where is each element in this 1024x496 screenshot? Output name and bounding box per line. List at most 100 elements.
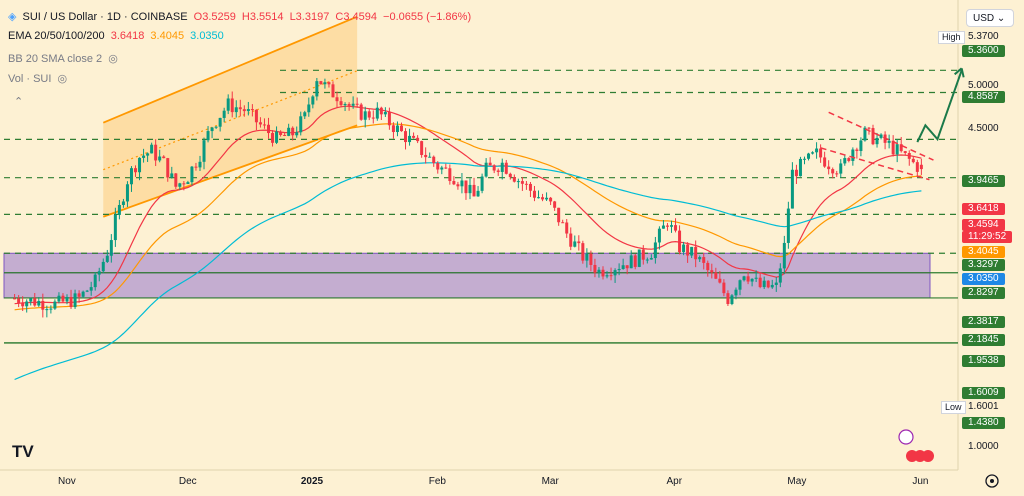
ohlc-high: H3.5514 <box>241 11 284 23</box>
candle-body <box>391 125 395 133</box>
candle-body <box>625 265 629 269</box>
bb-legend[interactable]: BB 20 SMA close 2 ◎ <box>8 52 121 65</box>
candle-body <box>170 173 174 178</box>
candle-body <box>202 140 206 162</box>
candle-body <box>77 293 81 297</box>
chevron-down-icon: ⌄ <box>996 13 1006 24</box>
candle-body <box>174 173 178 187</box>
candle-body <box>891 140 895 155</box>
candle-body <box>331 84 335 98</box>
candle-body <box>782 242 786 269</box>
candle-body <box>855 149 859 151</box>
svg-text:TV: TV <box>12 442 34 461</box>
candle-body <box>408 135 412 143</box>
candle-body <box>412 135 416 138</box>
currency-select[interactable]: USD ⌄ <box>966 9 1014 27</box>
candle-body <box>134 168 138 173</box>
candle-body <box>718 278 722 283</box>
candle-body <box>267 124 270 134</box>
candle-body <box>545 197 549 200</box>
ema-label: EMA 20/50/100/200 <box>8 30 105 42</box>
candle-body <box>178 183 182 187</box>
candle-body <box>121 201 125 205</box>
candle-body <box>258 122 262 125</box>
ema-lines <box>14 105 922 381</box>
candle-body <box>851 149 855 161</box>
candle-body <box>919 164 923 170</box>
projection-path <box>916 69 963 143</box>
candle-body <box>464 180 468 194</box>
ema50-value: 3.4045 <box>150 30 185 42</box>
level-4858-label: 4.8587 <box>962 91 1005 103</box>
candle-body <box>359 104 363 120</box>
candle-body <box>311 96 315 105</box>
candle-body <box>847 158 851 161</box>
ema50-price-label: 3.4045 <box>962 246 1005 258</box>
level-5360-label: 5.3600 <box>962 45 1005 57</box>
candle-body <box>516 181 520 183</box>
candle-body <box>569 233 573 247</box>
candle-body <box>37 300 41 306</box>
candle-body <box>907 152 911 159</box>
eye-hidden-icon-2[interactable]: ◎ <box>57 73 68 85</box>
candle-body <box>637 249 641 267</box>
candle-body <box>730 295 734 304</box>
flag-icon[interactable] <box>898 429 934 462</box>
candle-body <box>198 161 202 168</box>
candle-body <box>480 176 484 191</box>
low-tag: Low <box>941 401 966 414</box>
candle-body <box>238 107 242 110</box>
candle-body <box>770 284 774 288</box>
candle-body <box>794 169 798 177</box>
ema100-value: 3.0350 <box>190 30 224 42</box>
candle-body <box>452 181 456 185</box>
low-value-label: 1.6001 <box>968 401 999 412</box>
candle-body <box>653 242 657 259</box>
candle-body <box>726 293 730 304</box>
level-1954-label: 1.9538 <box>962 355 1005 367</box>
projection-arrowhead <box>954 67 965 78</box>
candle-body <box>69 297 73 308</box>
ohlc-open: O3.5259 <box>193 11 236 23</box>
candle-body <box>750 278 754 282</box>
candle-body <box>428 156 432 158</box>
candle-body <box>89 287 93 291</box>
candle-body <box>138 157 142 173</box>
candle-body <box>839 163 843 174</box>
vol-legend[interactable]: Vol · SUI ◎ <box>8 72 70 85</box>
candle-body <box>903 151 907 153</box>
candle-body <box>706 262 710 271</box>
candle-body <box>109 240 113 256</box>
x-tick-label: Apr <box>666 476 683 487</box>
candle-body <box>234 107 238 113</box>
candle-body <box>702 257 706 263</box>
currency-label: USD <box>973 13 995 24</box>
high-value-label: 5.3700 <box>968 31 999 42</box>
candle-body <box>395 125 399 133</box>
x-tick-label: Dec <box>178 476 197 487</box>
candle-body <box>512 177 516 182</box>
candle-body <box>621 265 625 269</box>
candle-body <box>210 127 214 132</box>
ohlc-low: L3.3197 <box>289 11 330 23</box>
candle-body <box>762 280 766 288</box>
candle-body <box>573 241 577 247</box>
channel-upper-line <box>102 15 358 124</box>
ema-legend[interactable]: EMA 20/50/100/200 3.6418 3.4045 3.0350 <box>8 30 227 42</box>
settings-gear-icon[interactable] <box>985 474 999 488</box>
candle-body <box>222 110 226 118</box>
candle-body <box>597 269 601 273</box>
candle-body <box>17 298 21 304</box>
candle-body <box>93 274 97 288</box>
candle-body <box>541 197 545 200</box>
candle-body <box>57 295 61 302</box>
collapse-legend-chevron-icon[interactable]: ⌃ <box>14 96 24 108</box>
bb-label: BB 20 SMA close 2 <box>8 53 103 65</box>
x-tick-label: Nov <box>58 476 76 487</box>
candle-body <box>492 165 496 171</box>
channel-mid-line <box>103 70 358 171</box>
candle-body <box>504 162 508 174</box>
eye-hidden-icon[interactable]: ◎ <box>108 53 118 65</box>
candle-body <box>379 107 383 115</box>
